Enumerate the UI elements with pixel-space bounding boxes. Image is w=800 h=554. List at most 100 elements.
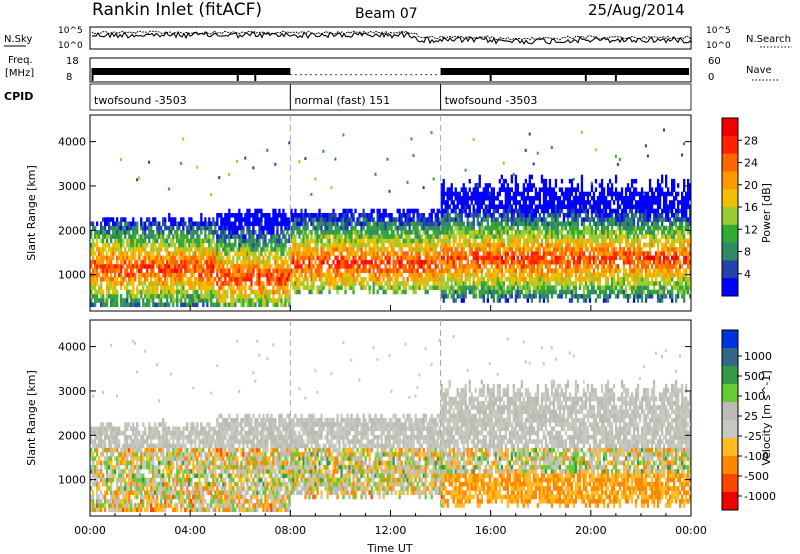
heatmap-cell: [296, 251, 299, 256]
heatmap-cell: [244, 234, 247, 239]
heatmap-cell: [610, 276, 614, 282]
heatmap-cell: [406, 242, 409, 248]
heatmap-cell: [344, 230, 347, 235]
heatmap-cell: [342, 255, 345, 261]
heatmap-cell: [416, 251, 419, 256]
heatmap-cell: [506, 204, 509, 210]
heatmap-cell: [514, 242, 517, 248]
heatmap-cell: [106, 302, 109, 308]
heatmap-cell: [520, 289, 523, 295]
heatmap-cell: [498, 281, 501, 286]
heatmap-cell: [102, 238, 105, 244]
heatmap-cell: [240, 285, 243, 290]
heatmap-cell: [294, 247, 297, 252]
freq-normal-dot: [360, 74, 362, 76]
heatmap-cell: [568, 259, 572, 265]
heatmap-cell: [514, 200, 517, 205]
heatmap-cell: [234, 230, 237, 235]
heatmap-cell: [364, 264, 367, 269]
heatmap-cell: [366, 259, 369, 265]
heatmap-cell: [558, 196, 562, 201]
heatmap-cell: [506, 213, 509, 218]
heatmap-cell: [528, 213, 531, 218]
heatmap-cell: [608, 268, 612, 273]
heatmap-cell: [582, 259, 586, 265]
heatmap-cell: [568, 234, 572, 239]
heatmap-cell: [116, 276, 119, 282]
heatmap-cell: [234, 225, 237, 231]
heatmap-cell: [484, 251, 487, 256]
heatmap-cell: [542, 255, 546, 261]
heatmap-cell: [340, 247, 343, 252]
heatmap-cell: [566, 268, 570, 273]
heatmap-cell: [126, 242, 129, 248]
heatmap-cell: [458, 221, 461, 227]
heatmap-cell: [330, 247, 333, 252]
heatmap-cell: [106, 234, 109, 239]
heatmap-cell: [272, 285, 275, 290]
heatmap-cell: [522, 251, 525, 256]
heatmap-cell: [552, 230, 556, 235]
heatmap-cell: [416, 217, 419, 222]
heatmap-cell: [516, 221, 519, 227]
heatmap-cell: [442, 225, 445, 231]
cpid-segment-label: normal (fast) 151: [294, 94, 390, 107]
heatmap-cell: [548, 289, 552, 295]
heatmap-cell: [476, 268, 479, 273]
freq-normal-dot: [410, 74, 412, 76]
heatmap-cell: [568, 242, 572, 248]
heatmap-cell: [562, 191, 566, 197]
heatmap-cell: [274, 234, 277, 239]
heatmap-cell: [532, 276, 535, 282]
heatmap-cell: [136, 230, 139, 235]
heatmap-cell: [566, 200, 570, 205]
heatmap-cell: [492, 281, 495, 286]
heatmap-cell: [158, 272, 161, 278]
heatmap-cell: [564, 285, 568, 290]
heatmap-cell: [522, 238, 525, 244]
heatmap-cell: [156, 238, 159, 244]
heatmap-cell: [360, 230, 363, 235]
heatmap-cell: [246, 225, 249, 231]
heatmap-cell: [182, 259, 185, 265]
heatmap-cell: [480, 294, 483, 299]
heatmap-cell: [92, 225, 95, 231]
heatmap-cell: [218, 238, 221, 244]
heatmap-cell: [366, 217, 369, 222]
heatmap-cell: [514, 187, 517, 192]
heatmap-cell: [334, 272, 337, 278]
heatmap-cell: [426, 217, 429, 222]
heatmap-cell: [602, 187, 606, 192]
heatmap-cell: [438, 225, 441, 231]
heatmap-cell: [558, 247, 562, 252]
heatmap-cell: [300, 255, 303, 261]
heatmap-cell: [598, 204, 602, 210]
heatmap-cell: [526, 196, 529, 201]
heatmap-cell: [288, 276, 291, 282]
heatmap-cell: [280, 294, 283, 299]
heatmap-cell: [286, 225, 289, 231]
heatmap-cell: [312, 255, 315, 261]
heatmap-cell: [268, 281, 271, 286]
heatmap-cell: [532, 196, 535, 201]
heatmap-cell: [332, 268, 335, 273]
heatmap-cell: [452, 259, 455, 265]
heatmap-cell: [234, 217, 237, 222]
heatmap-cell: [434, 268, 437, 273]
heatmap-cell: [414, 221, 417, 227]
heatmap-cell: [302, 234, 305, 239]
heatmap-cell: [492, 196, 495, 201]
heatmap-cell: [520, 196, 523, 201]
heatmap-cell: [494, 272, 497, 278]
heatmap-cell: [536, 238, 539, 244]
heatmap-cell: [298, 264, 301, 269]
heatmap-cell: [206, 264, 209, 269]
heatmap-cell: [266, 281, 269, 286]
heatmap-cell: [344, 264, 347, 269]
heatmap-cell: [400, 259, 403, 265]
heatmap-cell: [230, 242, 233, 248]
heatmap-cell: [506, 285, 509, 290]
heatmap-cell: [388, 259, 391, 265]
heatmap-cell: [350, 285, 353, 290]
heatmap-cell: [140, 259, 143, 265]
